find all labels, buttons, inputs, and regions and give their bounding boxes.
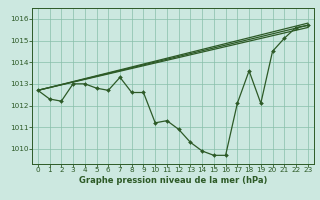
X-axis label: Graphe pression niveau de la mer (hPa): Graphe pression niveau de la mer (hPa) xyxy=(79,176,267,185)
